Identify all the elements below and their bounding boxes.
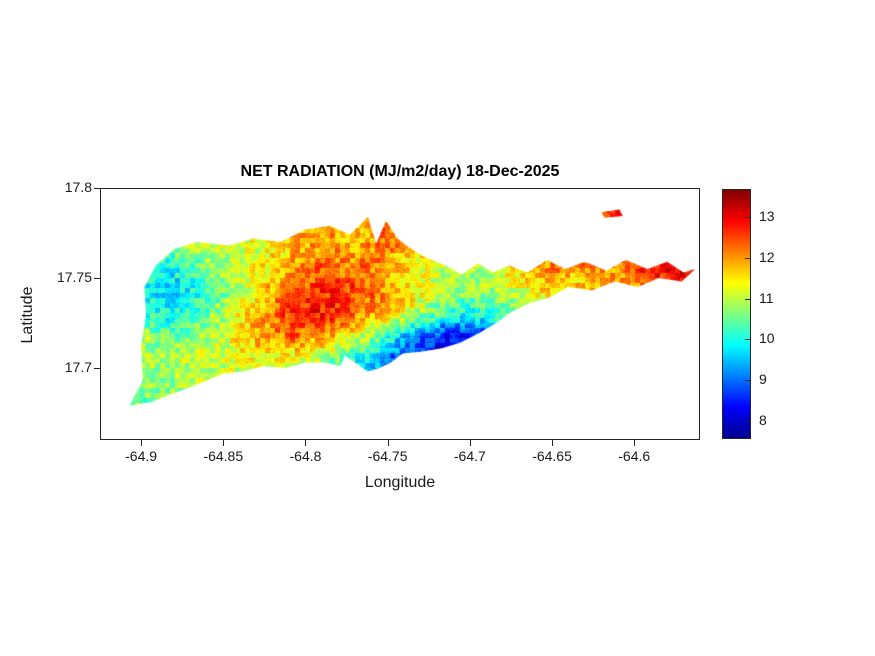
colorbar-tick-mark (745, 217, 750, 219)
x-tick-mark (387, 440, 389, 446)
colorbar-tick-label: 9 (759, 371, 767, 388)
heatmap-canvas (100, 188, 700, 440)
x-axis-label: Longitude (364, 474, 436, 491)
plot-title: NET RADIATION (MJ/m2/day) 18-Dec-2025 (240, 163, 560, 180)
colorbar-tick-label: 11 (759, 289, 774, 306)
colorbar-tick-mark (745, 339, 750, 341)
x-tick-mark (223, 440, 225, 446)
x-tick-label: -64.6 (618, 448, 651, 464)
colorbar (722, 189, 751, 439)
colorbar-tick-label: 8 (759, 411, 767, 428)
x-tick-mark (305, 440, 307, 446)
colorbar-tick-mark (745, 420, 750, 422)
y-tick-mark (94, 188, 100, 189)
x-tick-label: -64.9 (125, 448, 158, 464)
y-tick-mark (94, 278, 100, 279)
x-tick-mark (141, 440, 143, 446)
x-tick-label: -64.65 (532, 448, 572, 464)
colorbar-tick-mark (745, 258, 750, 260)
x-tick-mark (634, 440, 636, 446)
x-tick-label: -64.8 (289, 448, 322, 464)
colorbar-tick-label: 10 (759, 330, 775, 347)
y-tick-mark (94, 368, 100, 369)
x-tick-label: -64.75 (367, 448, 408, 464)
y-tick-label: 17.75 (56, 269, 92, 285)
y-tick-label: 17.7 (64, 359, 92, 375)
colorbar-tick-mark (745, 298, 750, 300)
colorbar-tick-label: 12 (759, 249, 775, 266)
x-tick-mark (552, 440, 554, 446)
y-tick-label: 17.8 (64, 179, 92, 195)
x-tick-mark (469, 440, 471, 446)
x-tick-label: -64.85 (203, 448, 244, 464)
colorbar-tick-label: 13 (759, 208, 775, 225)
y-axis-label: Latitude (19, 286, 36, 344)
x-tick-label: -64.7 (453, 448, 486, 464)
colorbar-tick-mark (745, 380, 750, 382)
colorbar-gradient (723, 190, 750, 438)
